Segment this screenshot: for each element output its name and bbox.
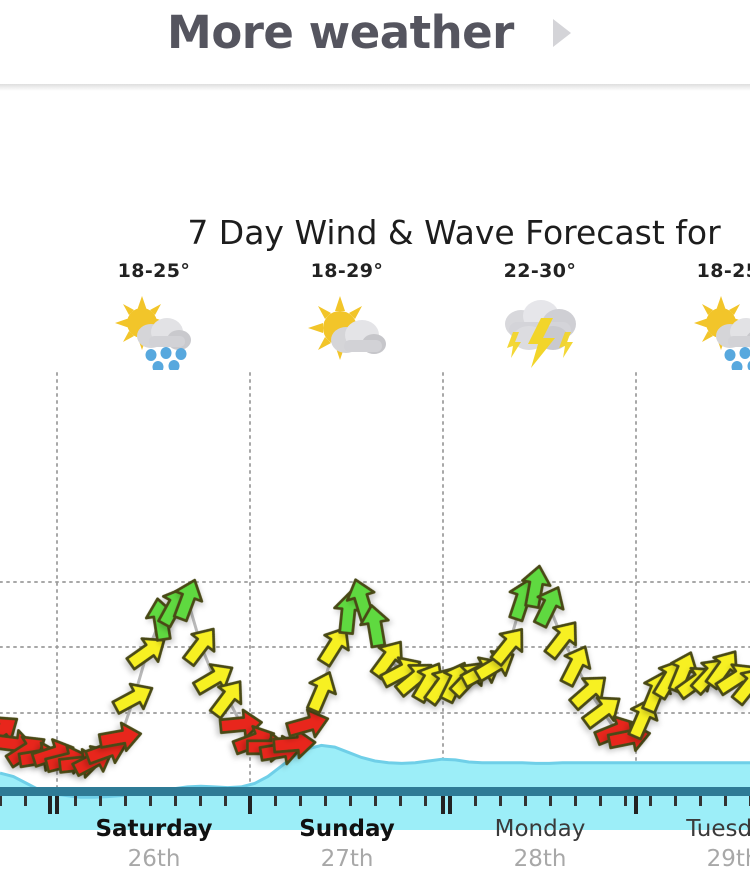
day-name-tuesday: Tuesday	[686, 816, 750, 842]
temp-range-monday: 22-30°	[503, 260, 577, 282]
axis-tick-minor	[399, 796, 402, 806]
wind-arrow-icon	[125, 637, 166, 671]
axis-tick-minor	[474, 796, 477, 806]
axis-tick-minor	[499, 796, 502, 806]
wind-arrow-icon	[208, 680, 243, 720]
temp-range-sunday: 18-29°	[310, 260, 384, 282]
axis-tick-major	[634, 796, 638, 814]
axis-tick-minor	[124, 796, 127, 806]
page-title: More weather	[167, 6, 514, 59]
day-header-monday: 22-30°	[443, 260, 637, 372]
plot-svg	[0, 370, 750, 830]
chevron-right-icon[interactable]	[549, 16, 583, 50]
axis-tick-minor	[0, 796, 2, 806]
day-name-monday: Monday	[494, 816, 586, 842]
day-label-saturday[interactable]: Saturday 26th	[57, 814, 251, 874]
axis-tick-minor	[224, 796, 227, 806]
axis-tick-minor	[324, 796, 327, 806]
day-header-sunday: 18-29°	[250, 260, 444, 372]
day-header-tuesday: 18-25°	[636, 260, 750, 372]
sun-cloud-rain-icon	[109, 290, 199, 372]
axis-tick-minor	[274, 796, 277, 806]
axis-tick-minor	[574, 796, 577, 806]
axis-tick-major	[55, 796, 59, 814]
sun-cloud-rain-icon	[688, 290, 750, 372]
axis-tick-minor	[99, 796, 102, 806]
day-date-saturday: 26th	[127, 846, 181, 872]
axis-tick-minor	[699, 796, 702, 806]
wind-arrow-icon	[97, 721, 143, 753]
thunderstorm-icon	[495, 290, 585, 372]
axis-tick-minor	[649, 796, 652, 806]
day-date-monday: 28th	[513, 846, 567, 872]
axis-tick-minor	[549, 796, 552, 806]
wind-arrow-icon	[172, 578, 204, 623]
wind-wave-forecast-chart[interactable]: 7 Day Wind & Wave Forecast for 18-25°	[0, 120, 750, 885]
axis-tick-major	[441, 796, 445, 814]
wind-arrow-icon	[305, 671, 337, 715]
temp-range-tuesday: 18-25°	[696, 260, 750, 282]
axis-tick-minor	[599, 796, 602, 806]
axis-tick-minor	[199, 796, 202, 806]
axis-tick-minor	[74, 796, 77, 806]
time-axis-ticks	[0, 796, 750, 814]
sun-cloud-icon	[302, 290, 392, 372]
wind-arrow-icon	[532, 586, 565, 629]
day-label-sunday[interactable]: Sunday 27th	[250, 814, 444, 874]
wind-arrow-icon	[543, 621, 577, 661]
wind-arrow-icon	[580, 696, 621, 730]
day-name-saturday: Saturday	[95, 816, 213, 842]
wind-arrow-icon	[111, 682, 154, 715]
wind-arrow-icon	[521, 564, 552, 610]
header-shadow-divider	[0, 84, 750, 91]
day-label-monday[interactable]: Monday 28th	[443, 814, 637, 874]
forecast-plot-area[interactable]	[0, 370, 750, 830]
axis-tick-major	[48, 796, 52, 814]
axis-tick-minor	[424, 796, 427, 806]
wind-arrow-icon	[489, 627, 524, 667]
wind-arrow-icon	[316, 626, 350, 668]
axis-tick-major	[448, 796, 452, 814]
day-label-strip: Saturday 26th Sunday 27th Monday 28th Tu…	[0, 814, 750, 884]
axis-tick-minor	[374, 796, 377, 806]
axis-tick-major	[248, 796, 252, 814]
axis-tick-minor	[674, 796, 677, 806]
day-name-sunday: Sunday	[299, 816, 395, 842]
axis-tick-minor	[299, 796, 302, 806]
axis-tick-minor	[149, 796, 152, 806]
chart-title: 7 Day Wind & Wave Forecast for	[187, 213, 721, 252]
axis-tick-minor	[349, 796, 352, 806]
axis-tick-minor	[174, 796, 177, 806]
wind-arrow-icon	[285, 708, 330, 739]
day-date-tuesday: 29th	[706, 846, 750, 872]
day-header-strip: 18-25°	[0, 260, 750, 390]
header-inner: More weather	[0, 6, 750, 59]
wind-arrow-icon	[730, 667, 750, 707]
wind-arrow-icon	[559, 645, 592, 688]
wind-arrow-icon	[359, 604, 390, 649]
temp-range-saturday: 18-25°	[117, 260, 191, 282]
wind-arrow-markers	[0, 564, 750, 779]
axis-tick-minor	[624, 796, 627, 806]
more-weather-header[interactable]: More weather	[0, 0, 750, 84]
axis-tick-minor	[24, 796, 27, 806]
day-header-saturday: 18-25°	[57, 260, 251, 372]
day-date-sunday: 27th	[320, 846, 374, 872]
axis-tick-minor	[724, 796, 727, 806]
wind-arrow-icon	[181, 627, 216, 668]
axis-tick-minor	[524, 796, 527, 806]
day-label-tuesday[interactable]: Tuesday 29th	[636, 814, 750, 874]
time-axis-bar	[0, 787, 750, 796]
